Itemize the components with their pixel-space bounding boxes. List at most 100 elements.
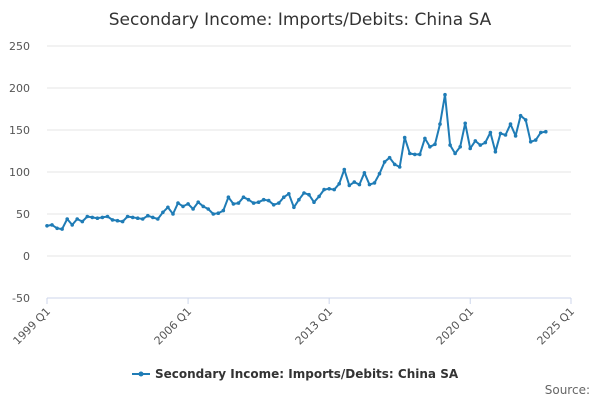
data-point — [367, 182, 372, 187]
data-point — [322, 187, 326, 192]
data-point — [110, 218, 115, 222]
data-point — [443, 92, 447, 97]
data-point — [402, 135, 407, 140]
data-point — [80, 219, 85, 224]
data-point — [211, 212, 216, 216]
data-point — [171, 212, 175, 216]
data-point — [70, 223, 74, 227]
data-point — [251, 201, 256, 205]
x-tick-label: 2006 Q1 — [152, 305, 195, 348]
data-point — [468, 146, 473, 151]
data-point — [125, 214, 130, 219]
y-tick-label: 150 — [9, 124, 30, 137]
data-point — [508, 122, 513, 126]
data-point — [423, 136, 427, 141]
source-label[interactable]: Source: — [545, 383, 590, 397]
data-point — [271, 203, 276, 207]
data-point — [408, 151, 412, 156]
data-point — [478, 143, 483, 147]
data-point — [428, 145, 432, 149]
data-point — [453, 151, 457, 156]
y-tick-label: 0 — [23, 250, 30, 263]
data-point — [463, 121, 468, 126]
data-point — [332, 187, 337, 192]
data-point — [503, 133, 508, 137]
data-point — [458, 145, 463, 149]
data-point — [327, 187, 332, 191]
data-point — [292, 205, 296, 210]
data-point — [493, 150, 498, 154]
data-point — [75, 217, 79, 221]
data-point — [317, 194, 321, 199]
data-point — [357, 182, 362, 187]
data-point — [528, 140, 533, 144]
series-layer — [45, 92, 548, 231]
data-point — [60, 227, 64, 231]
x-axis: 1999 Q1 2006 Q1 2013 Q1 2020 Q1 2025 Q1 — [11, 297, 578, 348]
data-point — [65, 217, 69, 221]
data-point — [166, 205, 170, 210]
data-point — [115, 218, 120, 223]
data-point — [473, 139, 478, 143]
x-tick-label: 2020 Q1 — [434, 305, 477, 348]
data-point — [377, 171, 382, 176]
data-point — [120, 219, 125, 224]
y-axis: 250 200 150 100 50 0 -50 — [9, 40, 30, 305]
data-point — [347, 183, 352, 188]
data-point — [523, 118, 528, 122]
data-point — [266, 198, 271, 203]
data-point — [513, 134, 518, 138]
data-point — [161, 210, 165, 215]
data-point — [241, 195, 246, 199]
data-point — [151, 215, 155, 220]
data-point — [533, 138, 538, 142]
data-point — [337, 182, 342, 186]
data-point — [544, 129, 548, 134]
data-point — [196, 200, 200, 204]
y-tick-label: 50 — [16, 208, 30, 221]
y-tick-label: 250 — [9, 40, 30, 53]
data-point — [297, 197, 301, 202]
data-point — [231, 202, 236, 206]
data-point — [45, 224, 49, 228]
data-point — [181, 204, 185, 209]
data-point — [483, 140, 488, 145]
data-point — [312, 200, 316, 204]
data-point — [498, 131, 503, 136]
y-tick-label: -50 — [12, 292, 30, 305]
legend-label: Secondary Income: Imports/Debits: China … — [155, 367, 459, 381]
data-point — [156, 217, 160, 221]
data-point — [382, 160, 387, 164]
data-point — [352, 180, 357, 184]
data-point — [216, 211, 221, 215]
data-point — [372, 181, 377, 185]
data-point — [90, 215, 95, 220]
data-point — [236, 201, 241, 205]
data-point — [85, 214, 90, 219]
series-line — [46, 93, 546, 231]
data-point — [201, 204, 205, 209]
data-point — [413, 152, 417, 157]
data-point — [186, 202, 190, 206]
data-point — [518, 113, 523, 118]
data-point — [95, 216, 100, 220]
data-point — [261, 197, 266, 202]
data-point — [282, 195, 286, 199]
gridlines — [47, 45, 571, 299]
chart-title: Secondary Income: Imports/Debits: China … — [109, 10, 492, 30]
legend[interactable]: Secondary Income: Imports/Debits: China … — [132, 367, 459, 381]
data-point — [433, 142, 437, 147]
data-point — [397, 165, 402, 169]
x-tick-label: 1999 Q1 — [11, 305, 54, 348]
x-tick-label: 2025 Q1 — [535, 305, 578, 348]
data-point — [176, 201, 180, 205]
data-point — [362, 171, 367, 175]
data-point — [287, 192, 291, 196]
data-point — [256, 200, 261, 204]
data-point — [307, 192, 311, 197]
data-point — [105, 214, 110, 219]
data-point — [135, 216, 140, 220]
data-point — [206, 207, 210, 211]
data-point — [387, 155, 392, 160]
data-point — [539, 130, 543, 135]
